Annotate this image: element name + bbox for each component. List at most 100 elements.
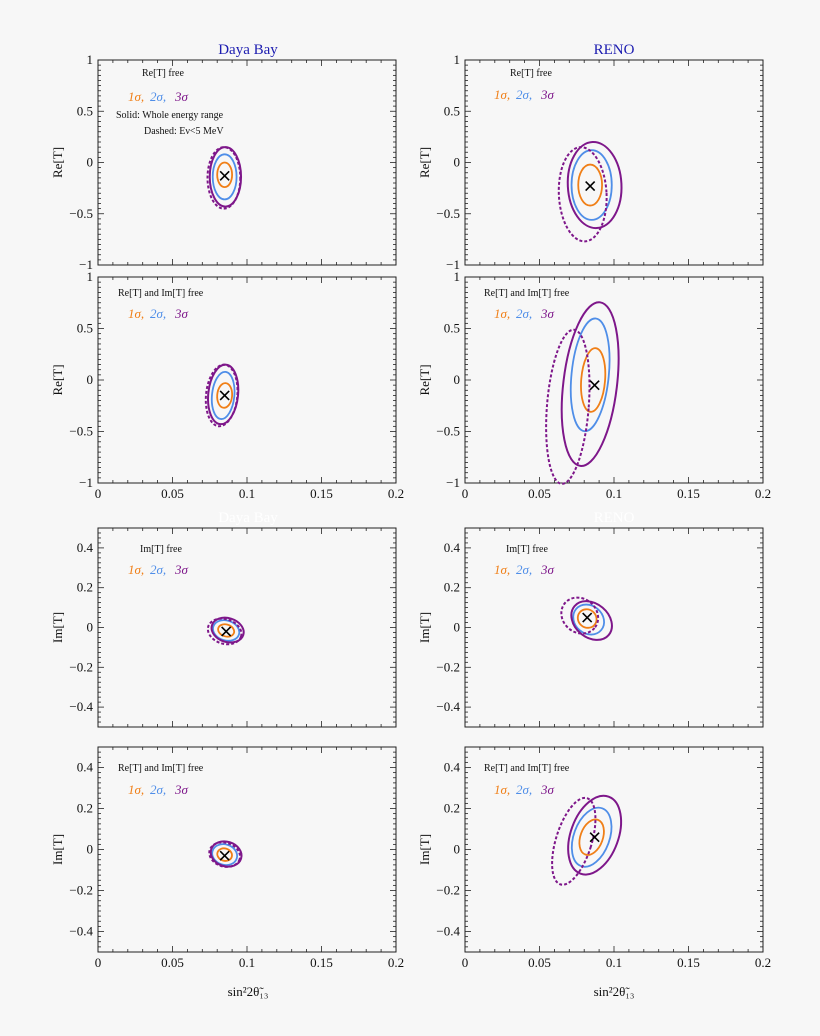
contour-3sigma-solid [567, 794, 623, 876]
svg-text:3σ: 3σ [174, 89, 189, 104]
y-tick-label: −1 [446, 257, 460, 272]
y-tick-label: −0.5 [69, 424, 93, 439]
best-fit-marker [582, 612, 593, 623]
y-tick-label: 0 [454, 155, 461, 170]
case-label-4: Re[T] and Im[T] free [484, 288, 570, 299]
y-tick-label: −1 [79, 257, 93, 272]
y-tick-label: 0.5 [444, 321, 460, 336]
panel-6: −0.4 −0.2 0 0.2 0.4 Im[T] [417, 527, 764, 728]
best-fit-marker [219, 390, 230, 401]
x-axis-label-right: sin²2θ̃₁₃ [594, 984, 635, 999]
case-label-3: Re[T] and Im[T] free [118, 288, 204, 299]
contour-3sigma-dashed [206, 617, 243, 646]
svg-text:2σ,: 2σ, [516, 87, 532, 102]
x-tick-label: 0 [462, 486, 469, 501]
x-tick-label: 0.15 [310, 955, 333, 970]
y-tick-label: 0.5 [77, 103, 93, 118]
contour-1sigma-solid [576, 608, 598, 629]
y-tick-label: 0 [87, 842, 94, 857]
contour-1sigma-solid [216, 382, 234, 409]
x-tick-label: 0.1 [606, 955, 622, 970]
y-tick-label: 1 [87, 52, 94, 67]
contour-3sigma-dashed [208, 841, 242, 868]
contour-3sigma-dashed [204, 363, 239, 428]
sigma-legend-2: 1σ, 2σ, 3σ [494, 87, 555, 102]
x-tick-label: 0 [462, 955, 469, 970]
contour-2sigma-solid [210, 370, 236, 420]
y-tick-label: −0.2 [69, 659, 93, 674]
contour-2sigma-solid [572, 603, 605, 636]
contour-2sigma-solid [570, 149, 613, 221]
y-tick-label: −0.4 [69, 699, 93, 714]
svg-text:3σ: 3σ [174, 306, 189, 321]
contour-2sigma-solid [570, 806, 613, 868]
y-tick-label: 0 [87, 155, 94, 170]
svg-text:1σ,: 1σ, [494, 306, 510, 321]
y-tick-label: 0.4 [77, 540, 94, 555]
case-label-7: Re[T] and Im[T] free [118, 763, 204, 774]
svg-text:1σ,: 1σ, [128, 306, 144, 321]
best-fit-marker [585, 181, 596, 192]
case-label-2: Re[T] free [510, 68, 552, 79]
x-tick-label: 0.1 [239, 955, 255, 970]
title-daya-bay: Daya Bay [218, 42, 278, 58]
best-fit-marker [221, 626, 232, 637]
y-tick-label: 1 [87, 269, 94, 284]
contour-1sigma-solid [578, 818, 605, 856]
y-tick-label: 0 [87, 372, 94, 387]
svg-text:1σ,: 1σ, [128, 89, 144, 104]
contour-3sigma-dashed [545, 328, 591, 485]
y-tick-label: 0 [87, 620, 94, 635]
svg-text:2σ,: 2σ, [150, 89, 166, 104]
x-tick-label: 0.1 [239, 486, 255, 501]
case-label-8: Re[T] and Im[T] free [484, 763, 570, 774]
panel-8: −0.4 −0.2 0 0.2 0.4 0 0.05 0.1 0.15 0.2 Im[T] [417, 746, 771, 970]
y-tick-label: −0.2 [69, 883, 93, 898]
y-tick-label: −0.5 [69, 206, 93, 221]
svg-text:3σ: 3σ [174, 562, 189, 577]
contour-3sigma-solid [566, 141, 623, 230]
faded-title-daya-bay: Daya Bay [218, 510, 278, 526]
case-label-5: Im[T] free [140, 544, 182, 555]
svg-text:3σ: 3σ [174, 782, 189, 797]
y-axis-label: Im[T] [50, 834, 65, 865]
y-axis-label: Im[T] [417, 612, 432, 643]
y-tick-label: 0 [454, 372, 461, 387]
svg-text:1σ,: 1σ, [128, 782, 144, 797]
svg-text:1σ,: 1σ, [494, 782, 510, 797]
case-label-6: Im[T] free [506, 544, 548, 555]
best-fit-marker [589, 380, 600, 391]
contour-3sigma-dashed [560, 596, 600, 635]
y-tick-label: 0.2 [444, 580, 460, 595]
y-axis-label: Re[T] [417, 147, 432, 178]
svg-text:3σ: 3σ [540, 782, 555, 797]
x-tick-label: 0 [95, 955, 102, 970]
best-fit-marker [219, 850, 230, 861]
contour-1sigma-solid [216, 847, 233, 862]
contour-2sigma-solid [569, 317, 611, 433]
y-tick-label: −0.5 [436, 424, 460, 439]
y-tick-label: −0.2 [436, 659, 460, 674]
contour-3sigma-solid [210, 616, 245, 644]
y-tick-label: −1 [79, 475, 93, 490]
x-tick-label: 0.2 [755, 486, 771, 501]
y-tick-label: 1 [454, 269, 461, 284]
y-tick-label: −0.2 [436, 883, 460, 898]
y-tick-label: 0 [454, 620, 461, 635]
y-axis-label: Re[T] [417, 364, 432, 395]
contour-3sigma-dashed [551, 796, 597, 886]
y-tick-label: −1 [446, 475, 460, 490]
x-tick-label: 0.15 [677, 955, 700, 970]
y-tick-label: 0.2 [77, 580, 93, 595]
y-tick-label: 0 [454, 842, 461, 857]
title-reno: RENO [594, 42, 635, 58]
y-tick-label: 0.2 [444, 801, 460, 816]
y-tick-label: −0.4 [436, 924, 460, 939]
sigma-legend-7: 1σ, 2σ, 3σ [128, 782, 189, 797]
contour-1sigma-solid [580, 347, 607, 413]
panel-1: −1 −0.5 0 0.5 1 Re[T] [50, 52, 397, 272]
contour-3sigma-solid [207, 363, 240, 426]
x-tick-label: 0 [95, 486, 102, 501]
contour-1sigma-solid [216, 161, 233, 189]
